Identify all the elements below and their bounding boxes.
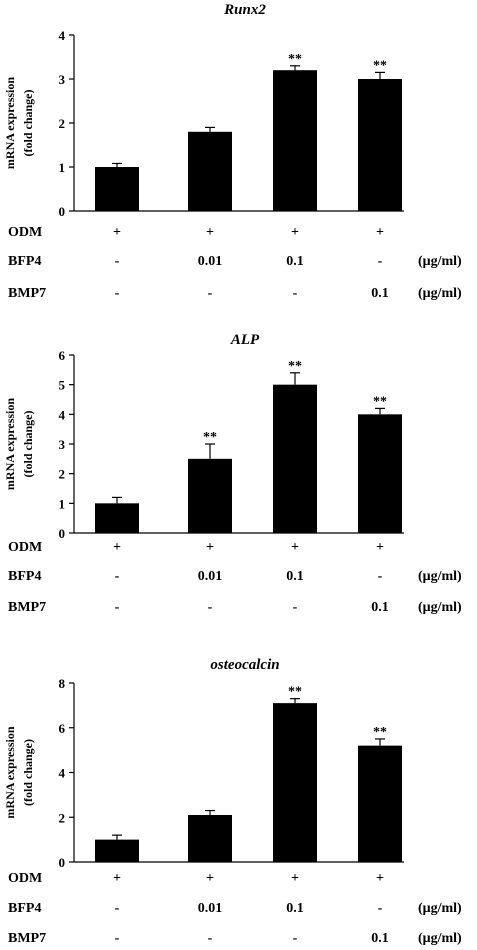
significance-mark: ** — [288, 685, 302, 700]
treatment-value: + — [291, 225, 299, 240]
treatment-row-label: ODM — [8, 871, 42, 886]
treatment-value: + — [206, 871, 214, 886]
bar — [358, 79, 402, 211]
treatment-unit: (μg/ml) — [418, 286, 462, 301]
treatment-value: - — [115, 254, 120, 269]
treatment-value: 0.01 — [198, 569, 223, 584]
bar — [188, 131, 232, 211]
y-tick-label: 1 — [59, 496, 66, 511]
treatment-unit: (μg/ml) — [418, 569, 462, 584]
significance-mark: ** — [373, 58, 387, 73]
y-tick-label: 4 — [59, 28, 66, 43]
y-tick-label: 0 — [59, 526, 66, 541]
treatment-value: 0.1 — [371, 286, 389, 301]
chart-title: ALP — [230, 332, 260, 348]
y-tick-label: 0 — [59, 855, 66, 870]
treatment-value: - — [378, 254, 383, 269]
treatment-value: + — [206, 225, 214, 240]
y-tick-label: 1 — [59, 160, 66, 175]
bar — [95, 167, 139, 211]
treatment-value: 0.01 — [198, 901, 223, 916]
y-tick-label: 0 — [59, 204, 66, 219]
treatment-row-label: ODM — [8, 225, 42, 240]
treatment-value: + — [376, 225, 384, 240]
treatment-value: 0.1 — [371, 931, 389, 946]
treatment-value: - — [293, 931, 298, 946]
treatment-value: - — [115, 569, 120, 584]
treatment-row-label: BFP4 — [8, 254, 41, 269]
treatment-value: - — [378, 569, 383, 584]
treatment-value: - — [115, 901, 120, 916]
treatment-value: - — [208, 931, 213, 946]
significance-mark: ** — [373, 394, 387, 409]
treatment-value: - — [293, 286, 298, 301]
y-tick-label: 6 — [59, 721, 66, 736]
y-axis-label-unit: (fold change) — [21, 90, 35, 157]
chart-title: osteocalcin — [210, 657, 279, 673]
significance-mark: ** — [288, 52, 302, 67]
treatment-value: - — [208, 600, 213, 615]
bar — [188, 815, 232, 862]
treatment-value: + — [113, 225, 121, 240]
treatment-row-label: BMP7 — [8, 600, 46, 615]
bar — [273, 70, 317, 211]
y-tick-label: 4 — [59, 407, 66, 422]
treatment-value: 0.1 — [286, 901, 304, 916]
treatment-value: + — [291, 871, 299, 886]
treatment-row-label: BMP7 — [8, 286, 46, 301]
bar — [95, 503, 139, 533]
bar — [273, 703, 317, 862]
treatment-unit: (μg/ml) — [418, 901, 462, 916]
y-axis-label-unit: (fold change) — [21, 739, 35, 806]
treatment-unit: (μg/ml) — [418, 931, 462, 946]
treatment-row-label: ODM — [8, 540, 42, 555]
y-axis-label: mRNA expression — [3, 398, 17, 490]
bar — [273, 384, 317, 533]
y-tick-label: 2 — [59, 116, 66, 131]
y-axis-label: mRNA expression — [3, 726, 17, 818]
y-tick-label: 8 — [59, 676, 66, 691]
y-tick-label: 6 — [59, 348, 66, 363]
treatment-value: 0.1 — [286, 254, 304, 269]
treatment-value: + — [376, 871, 384, 886]
y-tick-label: 2 — [59, 467, 66, 482]
y-tick-label: 3 — [59, 437, 66, 452]
treatment-value: + — [113, 540, 121, 555]
treatment-value: - — [115, 931, 120, 946]
treatment-value: - — [115, 286, 120, 301]
treatment-value: 0.1 — [286, 569, 304, 584]
treatment-value: + — [206, 540, 214, 555]
treatment-value: - — [293, 600, 298, 615]
treatment-row-label: BFP4 — [8, 569, 41, 584]
y-tick-label: 3 — [59, 72, 66, 87]
chart-title: Runx2 — [223, 2, 266, 18]
treatment-row-label: BFP4 — [8, 901, 41, 916]
treatment-row-label: BMP7 — [8, 931, 46, 946]
y-tick-label: 5 — [59, 378, 66, 393]
treatment-value: + — [113, 871, 121, 886]
bar — [188, 458, 232, 533]
treatment-value: 0.01 — [198, 254, 223, 269]
y-tick-label: 2 — [59, 810, 66, 825]
treatment-value: - — [208, 286, 213, 301]
treatment-value: - — [115, 600, 120, 615]
significance-mark: ** — [288, 359, 302, 374]
significance-mark: ** — [373, 725, 387, 740]
treatment-value: - — [378, 901, 383, 916]
treatment-value: + — [376, 540, 384, 555]
treatment-value: 0.1 — [371, 600, 389, 615]
y-axis-label: mRNA expression — [3, 77, 17, 169]
treatment-unit: (μg/ml) — [418, 600, 462, 615]
y-axis-label-unit: (fold change) — [21, 411, 35, 478]
treatment-value: + — [291, 540, 299, 555]
treatment-unit: (μg/ml) — [418, 254, 462, 269]
bar — [95, 839, 139, 862]
y-tick-label: 4 — [59, 766, 66, 781]
significance-mark: ** — [203, 430, 217, 445]
bar — [358, 414, 402, 533]
bar — [358, 745, 402, 862]
